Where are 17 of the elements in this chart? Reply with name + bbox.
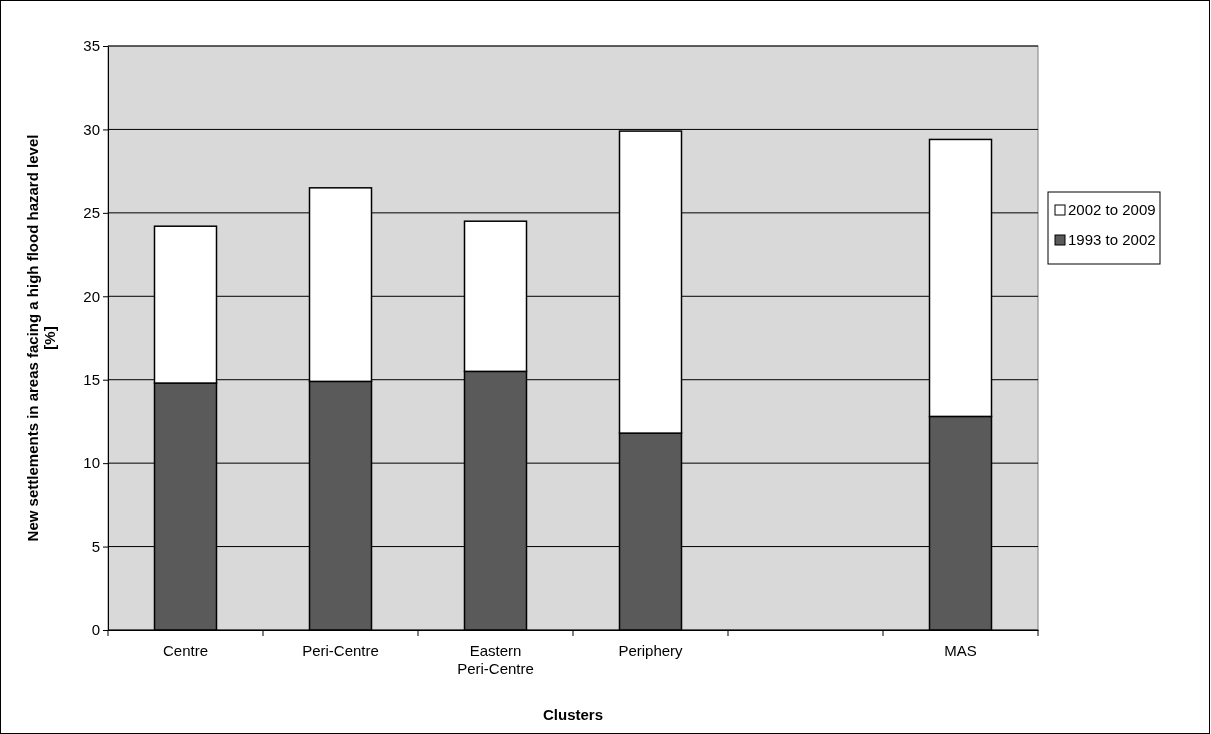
y-tick-label: 35 bbox=[83, 37, 100, 55]
y-tick-label: 25 bbox=[83, 204, 100, 222]
y-tick-label: 15 bbox=[83, 371, 100, 389]
legend-label: 2002 to 2009 bbox=[1068, 201, 1156, 218]
x-tick-label: Centre bbox=[162, 642, 209, 659]
x-tick-label: Periphery bbox=[618, 642, 684, 659]
y-tick-label: 20 bbox=[83, 287, 100, 305]
y-tick-label: 10 bbox=[83, 454, 100, 472]
x-tick-label: Eastern Peri-Centre bbox=[457, 642, 534, 677]
x-tick-label: Peri-Centre bbox=[302, 642, 379, 659]
y-tick-label: 5 bbox=[91, 537, 100, 555]
y-axis-title: New settlements in areas facing a high flood hazard level [%] bbox=[24, 134, 58, 542]
x-axis-title: Clusters bbox=[542, 706, 604, 723]
x-tick-label: MAS bbox=[944, 642, 977, 659]
y-tick-label: 30 bbox=[83, 120, 100, 138]
legend-label: 1993 to 2002 bbox=[1068, 231, 1156, 248]
y-tick-label: 0 bbox=[91, 621, 100, 639]
